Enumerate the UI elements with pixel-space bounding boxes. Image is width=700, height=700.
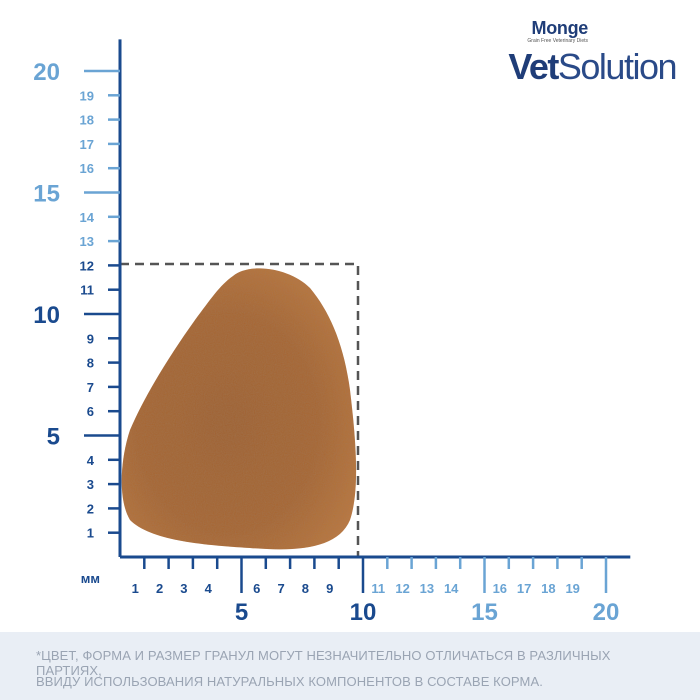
- x-minor-label: 8: [302, 581, 309, 596]
- y-minor-label: 4: [87, 453, 95, 468]
- y-minor-label: 19: [80, 88, 94, 103]
- product-name-light: Solution: [557, 46, 678, 87]
- y-minor-label: 12: [80, 258, 94, 273]
- x-minor-label: 9: [326, 581, 333, 596]
- x-minor-label: 2: [156, 581, 163, 596]
- disclaimer-line-2: ВВИДУ ИСПОЛЬЗОВАНИЯ НАТУРАЛЬНЫХ КОМПОНЕН…: [36, 674, 543, 689]
- y-major-label: 15: [33, 181, 60, 208]
- x-major-label: 20: [593, 599, 620, 626]
- y-minor-label: 8: [87, 356, 94, 371]
- x-major-label: 15: [471, 599, 498, 626]
- y-minor-label: 11: [80, 283, 94, 298]
- y-minor-label: 9: [87, 331, 94, 346]
- y-minor-label: 3: [87, 477, 94, 492]
- y-minor-label: 13: [80, 234, 94, 249]
- y-minor-label: 17: [80, 137, 94, 152]
- x-minor-label: 4: [205, 581, 213, 596]
- x-minor-label: 16: [493, 581, 507, 596]
- product-name: VetSolution: [508, 46, 678, 88]
- x-minor-label: 19: [565, 581, 579, 596]
- x-major-label: 5: [235, 599, 248, 626]
- x-minor-label: 3: [180, 581, 187, 596]
- x-minor-label: 1: [132, 581, 139, 596]
- brand-tagline: Grain Free Veterinary Diets: [527, 38, 588, 44]
- y-major-label: 10: [33, 302, 60, 329]
- brand-name: Monge: [531, 18, 589, 38]
- kibble-image: [121, 268, 357, 550]
- y-minor-label: 18: [80, 113, 94, 128]
- kibble-size-box: [120, 262, 360, 557]
- y-minor-label: 2: [87, 501, 94, 516]
- y-major-label: 5: [47, 424, 60, 451]
- product-name-bold: Vet: [508, 46, 559, 87]
- disclaimer-line-1: *ЦВЕТ, ФОРМА И РАЗМЕР ГРАНУЛ МОГУТ НЕЗНА…: [36, 648, 611, 678]
- x-major-label: 10: [350, 599, 377, 626]
- x-minor-label: 18: [541, 581, 555, 596]
- x-minor-label: 14: [444, 581, 459, 596]
- x-minor-label: 12: [395, 581, 409, 596]
- unit-label: мм: [81, 571, 100, 586]
- y-minor-label: 1: [87, 526, 94, 541]
- disclaimer-footer: *ЦВЕТ, ФОРМА И РАЗМЕР ГРАНУЛ МОГУТ НЕЗНА…: [0, 632, 700, 700]
- y-minor-label: 16: [80, 161, 94, 176]
- x-minor-label: 7: [277, 581, 284, 596]
- y-minor-label: 14: [80, 210, 95, 225]
- y-minor-label: 6: [87, 404, 94, 419]
- y-major-label: 20: [33, 59, 60, 86]
- x-minor-label: 6: [253, 581, 260, 596]
- size-ruler: 1122334455667788991010111112121313141415…: [33, 39, 631, 626]
- x-minor-label: 13: [420, 581, 434, 596]
- x-minor-label: 11: [371, 581, 385, 596]
- x-minor-label: 17: [517, 581, 531, 596]
- y-minor-label: 7: [87, 380, 94, 395]
